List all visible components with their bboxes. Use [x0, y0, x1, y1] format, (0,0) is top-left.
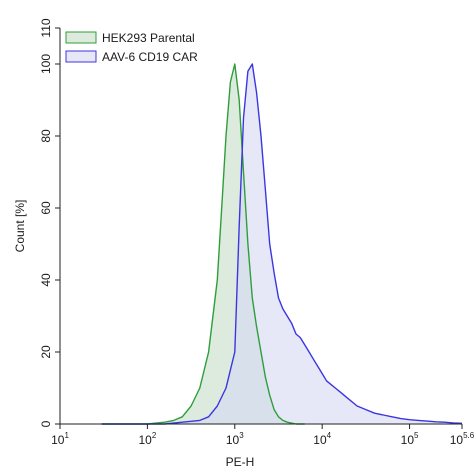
x-tick-label: 105 — [401, 431, 419, 447]
legend-label-2: AAV-6 CD19 CAR — [102, 50, 198, 64]
legend-label-1: HEK293 Parental — [102, 31, 195, 45]
series-line-2 — [101, 63, 463, 425]
x-ticks: 101 102 103 104 105 105.6 — [51, 424, 475, 447]
y-tick-label: 80 — [39, 129, 53, 143]
y-tick-label: 100 — [39, 54, 53, 74]
axes — [59, 28, 462, 425]
x-axis-label: PE-H — [226, 455, 255, 469]
y-tick-label: 110 — [39, 18, 53, 37]
y-tick-label: 40 — [39, 273, 53, 287]
y-tick-label: 20 — [39, 345, 53, 359]
series-line-1 — [101, 63, 305, 425]
series-fills — [101, 64, 462, 424]
legend-swatch-2 — [65, 50, 97, 63]
legend-swatch-1 — [65, 31, 97, 44]
series-area-2 — [101, 64, 462, 424]
x-tick-label: 101 — [51, 431, 69, 447]
y-tick-label: 0 — [39, 420, 53, 427]
x-tick-label: 104 — [313, 431, 331, 447]
legend: HEK293 Parental AAV-6 CD19 CAR — [65, 31, 198, 64]
x-tick-label: 105.6 — [450, 431, 475, 447]
y-ticks: 0 20 40 60 80 100 110 — [39, 18, 60, 427]
y-axis-label: Count [%] — [13, 200, 27, 253]
x-tick-label: 103 — [226, 431, 244, 447]
y-tick-label: 60 — [39, 201, 53, 215]
series-lines — [101, 63, 463, 425]
x-tick-label: 102 — [138, 431, 156, 447]
